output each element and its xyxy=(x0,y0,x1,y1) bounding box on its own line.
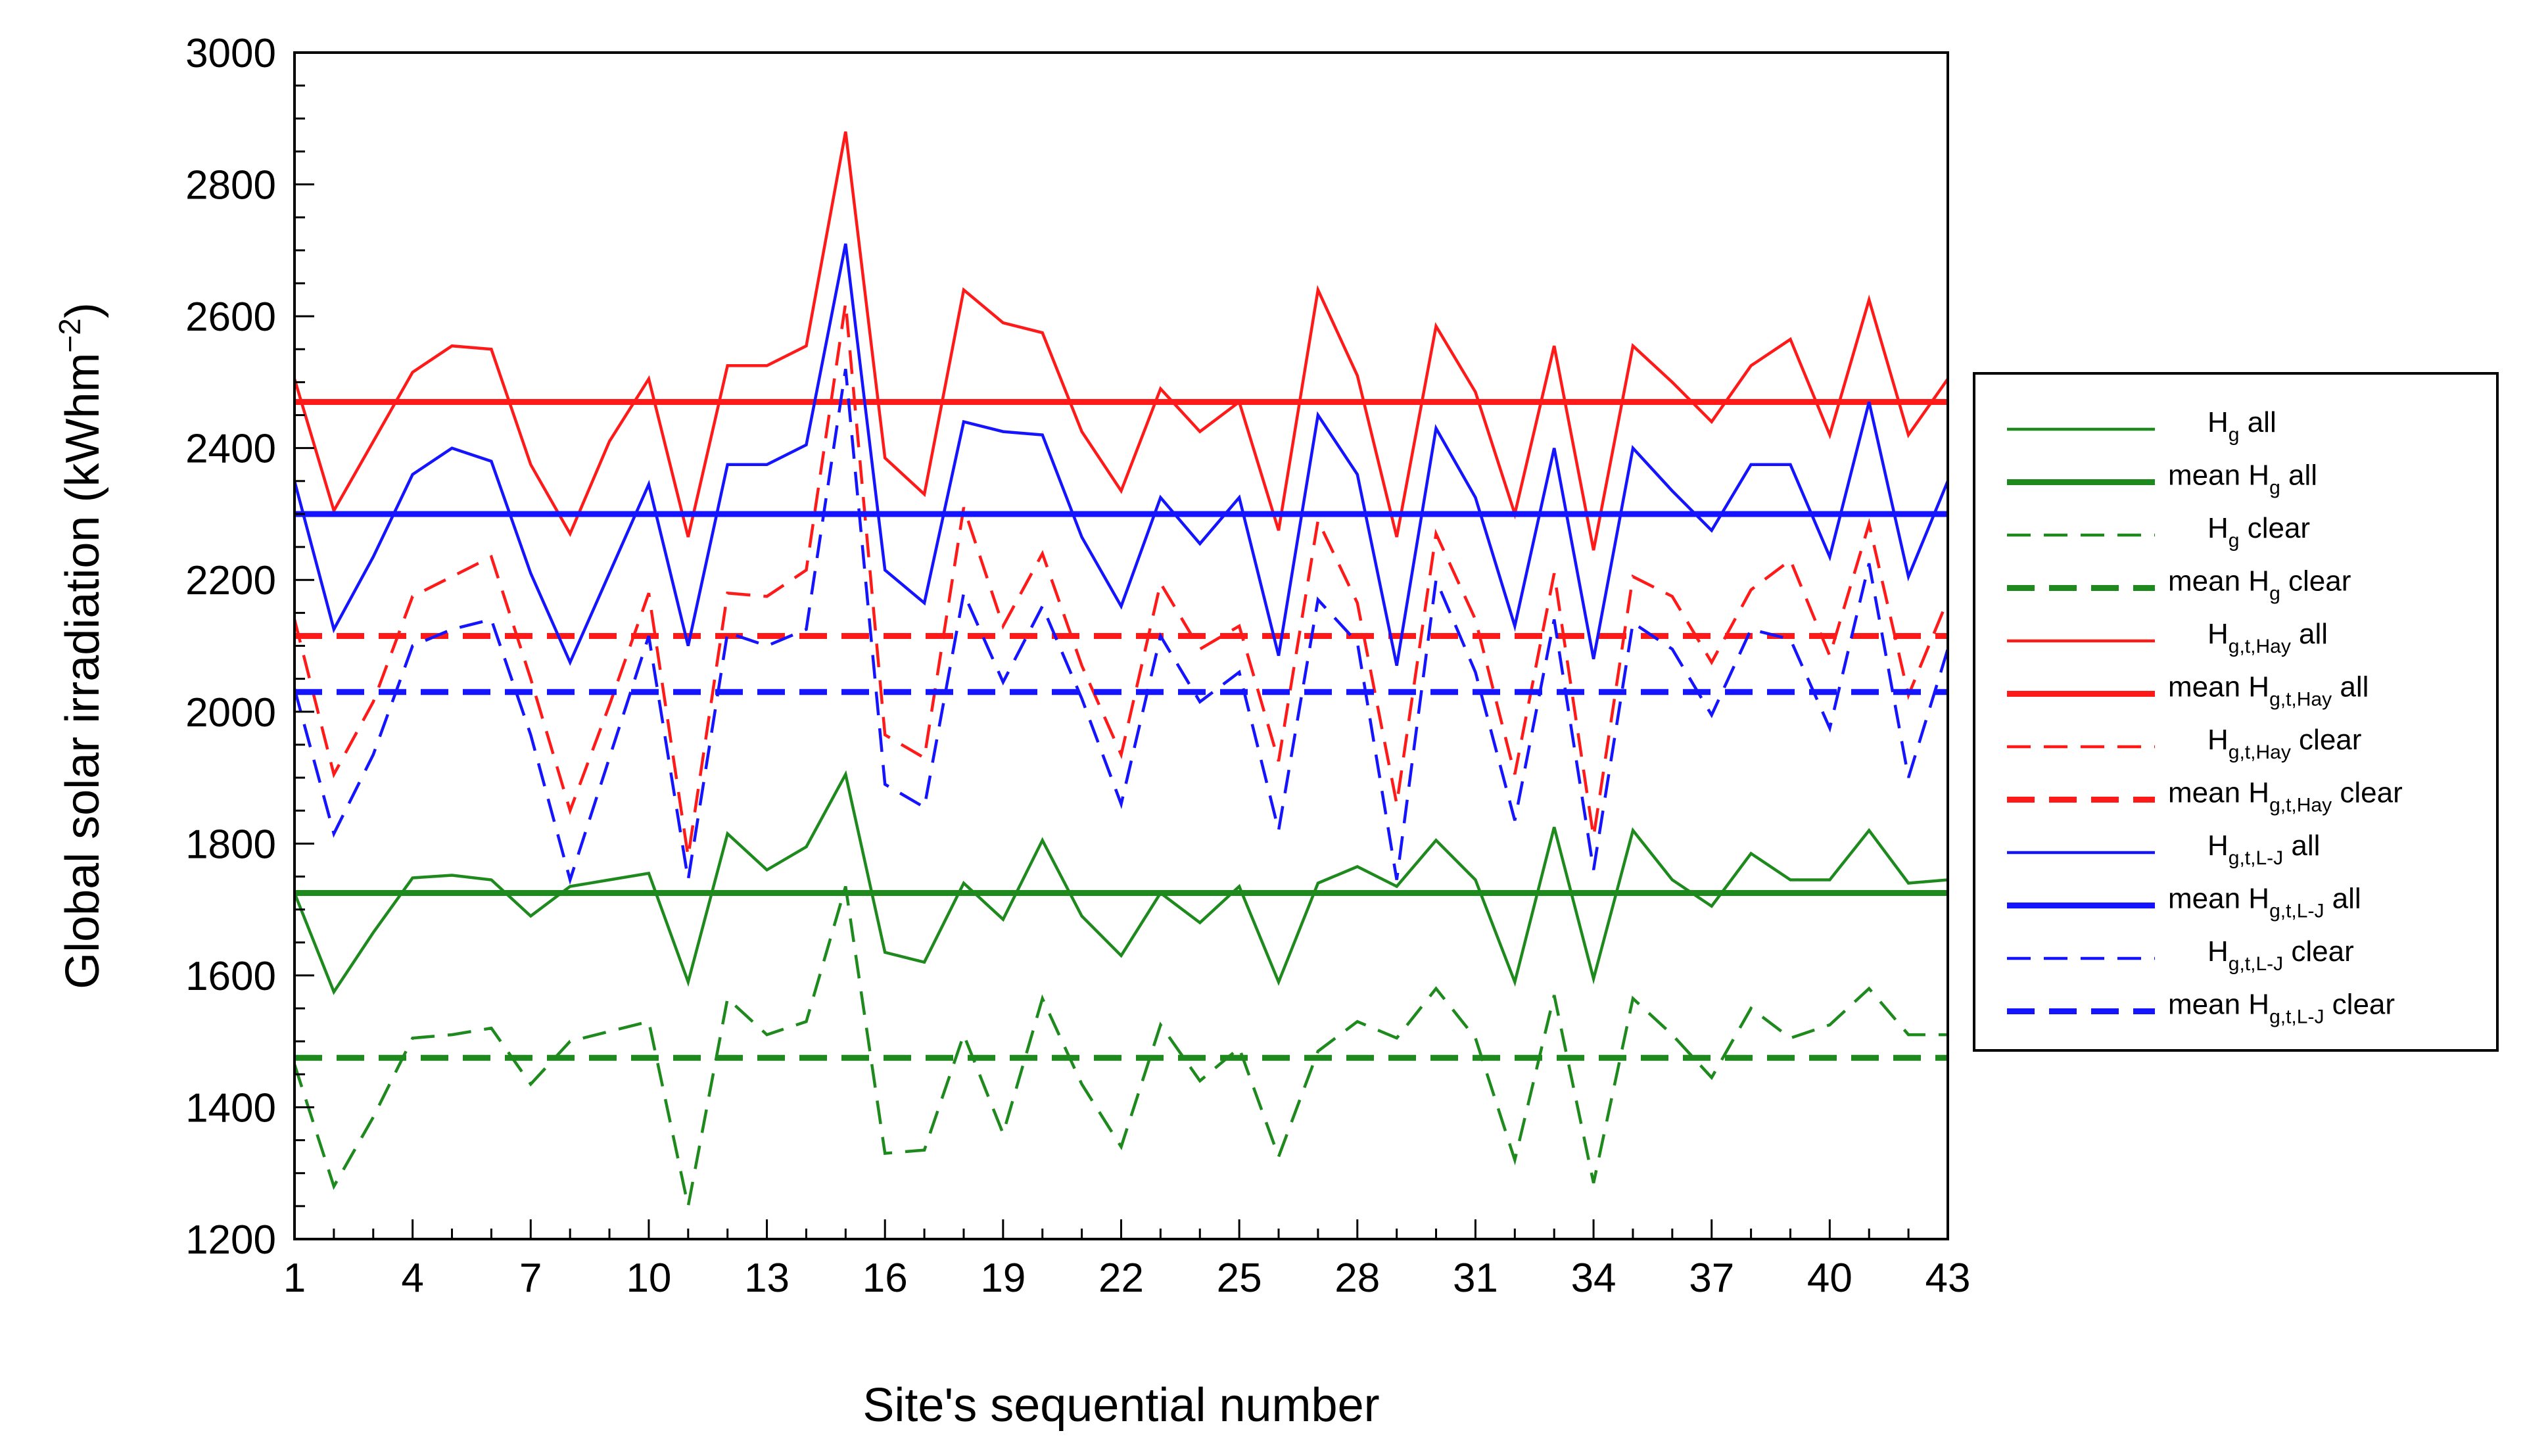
x-tick-label: 31 xyxy=(1453,1256,1498,1301)
legend-label-subscript: g,t,Hay xyxy=(2269,689,2332,711)
legend-label-suffix: all xyxy=(2291,618,2328,650)
legend-label-base: H xyxy=(2207,935,2229,968)
axes-layer: 1200 1400 1600 1800 2000 2200 2400 2600 2800 3000… xyxy=(53,31,1970,1432)
series-layer xyxy=(293,131,1950,1207)
legend-label-base: H xyxy=(2207,618,2229,650)
series-hg-clear-line xyxy=(293,885,1948,1207)
legend-label-subscript: g,t,L-J xyxy=(2269,1006,2324,1028)
legend-label-prefix: mean xyxy=(2168,989,2248,1021)
legend-label-base: H xyxy=(2248,565,2269,598)
legend-label-prefix: mean xyxy=(2168,883,2248,915)
y-tick-label: 2200 xyxy=(185,558,276,603)
legend-box xyxy=(1973,372,2499,1052)
y-axis-title: Global solar irradiation (kWhm−2) xyxy=(53,302,109,989)
series-hg-all-line xyxy=(293,770,1948,995)
x-tick-label: 7 xyxy=(519,1256,542,1301)
y-tick-label: 2800 xyxy=(185,163,276,208)
y-tick-label: 1800 xyxy=(185,822,276,867)
legend-label: mean Hg,t,Hay all xyxy=(2168,671,2369,711)
legend-label-suffix: clear xyxy=(2324,989,2395,1021)
y-axis-title-close: ) xyxy=(57,302,109,318)
legend-label: Hg,t,L-J clear xyxy=(2207,935,2354,975)
series-hg-t-l-j-clear-line xyxy=(293,368,1950,885)
y-tick-label: 2000 xyxy=(185,690,276,736)
legend-label-suffix: clear xyxy=(2283,935,2354,968)
legend-label-base: H xyxy=(2248,459,2269,492)
x-tick-label: 19 xyxy=(980,1256,1026,1301)
x-tick-label: 37 xyxy=(1689,1256,1734,1301)
x-tick-label: 10 xyxy=(626,1256,671,1301)
legend-label-suffix: all xyxy=(2324,883,2361,915)
x-tick-label: 22 xyxy=(1098,1256,1144,1301)
legend-label: Hg,t,L-J all xyxy=(2207,830,2320,869)
x-tick-label: 34 xyxy=(1571,1256,1616,1301)
legend-label-prefix: mean xyxy=(2168,777,2248,809)
legend-label-base: H xyxy=(2248,989,2269,1021)
legend-label-subscript: g,t,L-J xyxy=(2229,847,2283,869)
legend-label-subscript: g,t,Hay xyxy=(2229,636,2291,657)
y-tick-label: 1200 xyxy=(185,1217,276,1263)
legend-label-subscript: g xyxy=(2229,530,2240,552)
y-axis-title-superscript: −2 xyxy=(53,318,87,352)
legend-label-suffix: clear xyxy=(2291,724,2362,756)
legend-label-subscript: g,t,L-J xyxy=(2269,901,2324,922)
x-tick-label: 16 xyxy=(862,1256,908,1301)
legend-label: mean Hg all xyxy=(2168,459,2317,499)
y-tick-label: 3000 xyxy=(185,31,276,76)
legend-label-subscript: g xyxy=(2229,424,2240,446)
legend-label-suffix: all xyxy=(2239,406,2276,438)
legend-label: mean Hg,t,L-J clear xyxy=(2168,989,2395,1028)
x-tick-label: 4 xyxy=(401,1256,423,1301)
x-tick-label: 40 xyxy=(1807,1256,1852,1301)
legend-label: Hg all xyxy=(2207,406,2277,446)
x-tick-label: 1 xyxy=(283,1256,306,1301)
legend-label-base: H xyxy=(2248,671,2269,703)
legend-label-prefix: mean xyxy=(2168,671,2248,703)
legend-label-prefix: mean xyxy=(2168,565,2248,598)
series-hg-t-l-j-all-line xyxy=(293,243,1950,667)
legend-label-suffix: all xyxy=(2283,830,2320,862)
legend-label-base: H xyxy=(2207,406,2229,438)
x-axis-title: Site's sequential number xyxy=(862,1379,1379,1432)
legend-label-subscript: g,t,Hay xyxy=(2269,795,2332,816)
legend-label-subscript: g,t,Hay xyxy=(2229,741,2291,763)
legend-label-subscript: g xyxy=(2269,583,2280,605)
legend-label-base: H xyxy=(2248,777,2269,809)
legend-label-base: H xyxy=(2248,883,2269,915)
legend-label-base: H xyxy=(2207,724,2229,756)
legend-label-suffix: all xyxy=(2332,671,2369,703)
legend-label: mean Hg,t,Hay clear xyxy=(2168,777,2403,816)
legend-label-suffix: clear xyxy=(2239,512,2310,544)
legend-label: Hg,t,Hay clear xyxy=(2207,724,2361,763)
y-axis-title-main: Global solar irradiation (kWhm xyxy=(57,353,109,989)
legend-label-suffix: all xyxy=(2280,459,2317,492)
legend-label-base: H xyxy=(2207,830,2229,862)
series-hg-t-hay-all-line xyxy=(293,131,1949,551)
legend-label-suffix: clear xyxy=(2280,565,2351,598)
y-tick-label: 2400 xyxy=(185,427,276,472)
legend-label-prefix: mean xyxy=(2168,459,2248,492)
legend-label: mean Hg clear xyxy=(2168,565,2351,605)
x-tick-label: 13 xyxy=(744,1256,790,1301)
y-tick-label: 1600 xyxy=(185,954,276,999)
series-hg-t-hay-clear-line xyxy=(293,302,1950,857)
legend-label: Hg,t,Hay all xyxy=(2207,618,2328,657)
y-tick-label: 2600 xyxy=(185,294,276,340)
legend-label-subscript: g,t,L-J xyxy=(2229,953,2283,975)
legend-label-base: H xyxy=(2207,512,2229,544)
x-tick-label: 25 xyxy=(1217,1256,1262,1301)
legend-label-suffix: clear xyxy=(2332,777,2403,809)
y-tick-label: 1400 xyxy=(185,1085,276,1131)
legend-label: Hg clear xyxy=(2207,512,2310,552)
x-tick-label: 28 xyxy=(1334,1256,1380,1301)
legend-label: mean Hg,t,L-J all xyxy=(2168,883,2361,922)
x-tick-label: 43 xyxy=(1925,1256,1971,1301)
legend-label-subscript: g xyxy=(2269,477,2280,499)
